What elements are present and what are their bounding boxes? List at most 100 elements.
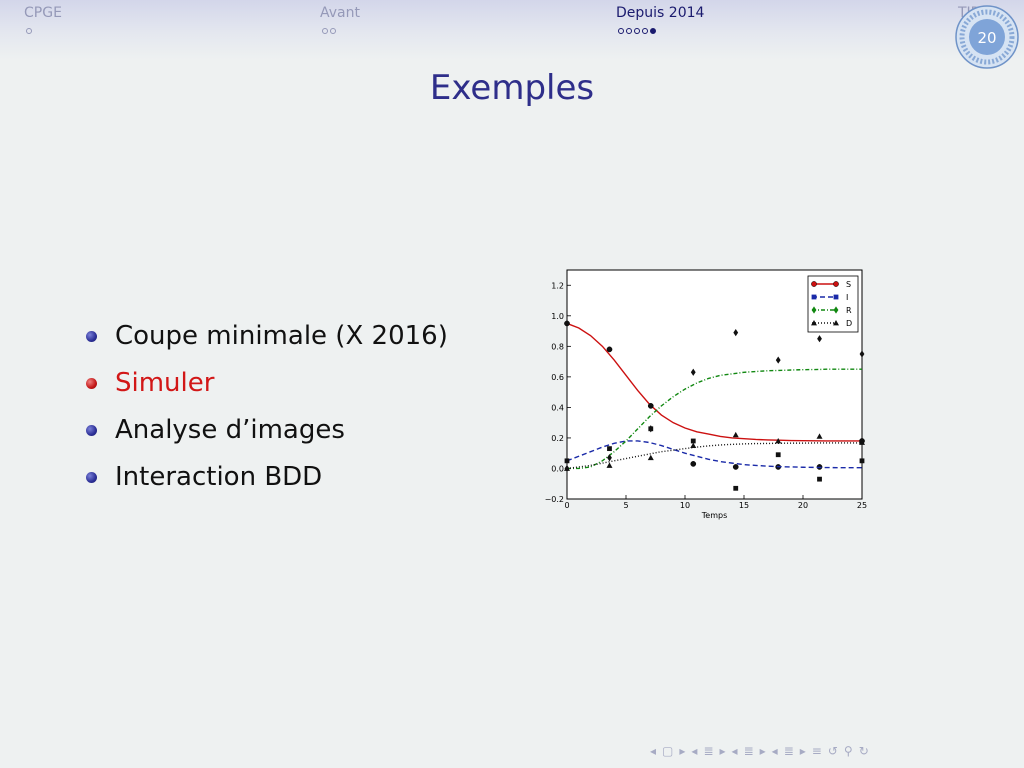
- legend-label-S: S: [846, 280, 851, 289]
- data-point-I: [733, 485, 739, 491]
- data-point-I: [690, 438, 696, 444]
- data-point-R: [775, 356, 781, 364]
- bullet-ball-icon: [86, 331, 97, 342]
- frame-dot[interactable]: [626, 28, 632, 34]
- data-point-D: [690, 442, 697, 448]
- frame-icon[interactable]: ▢: [662, 744, 674, 758]
- data-point-D: [732, 431, 739, 438]
- legend-marker-I: [833, 294, 839, 300]
- frame-dot[interactable]: [618, 28, 624, 34]
- nav-left-icon[interactable]: ◂: [691, 744, 698, 758]
- align-icon[interactable]: ≡: [811, 744, 822, 758]
- section-dots-depuis-2014: [618, 28, 656, 34]
- data-point-D: [859, 439, 865, 445]
- x-tick-label: 20: [798, 501, 808, 510]
- legend-marker-I: [811, 294, 817, 300]
- data-point-D: [564, 465, 570, 471]
- section-label: Avant: [320, 5, 360, 21]
- bullet-text: Analyse d’images: [115, 415, 345, 445]
- bullet-text: Simuler: [115, 368, 215, 398]
- data-point-I: [817, 476, 822, 482]
- section-label: CPGE: [24, 5, 62, 21]
- bullet-text: Interaction BDD: [115, 462, 323, 492]
- y-tick-label: 1.0: [551, 312, 564, 321]
- nav-left-icon[interactable]: ◂: [771, 744, 778, 758]
- legend-marker-D: [833, 320, 839, 326]
- header-navigation-bar: CPGE Avant Depuis 2014 TIP: [0, 0, 1024, 60]
- frame-dot[interactable]: [642, 28, 648, 34]
- search-back-icon[interactable]: ↺: [827, 744, 838, 758]
- y-tick-label: −0.2: [545, 495, 564, 504]
- section-dots-cpge: [26, 28, 32, 34]
- section-link-avant[interactable]: Avant: [320, 5, 360, 21]
- data-point-I: [564, 458, 570, 464]
- data-point-S: [647, 403, 654, 409]
- y-tick-label: 0.0: [551, 464, 564, 473]
- y-tick-label: 0.6: [551, 373, 564, 382]
- bullet-item-highlighted: Simuler: [84, 363, 448, 410]
- section-icon[interactable]: ≣: [783, 744, 794, 758]
- section-link-cpge[interactable]: CPGE: [24, 5, 62, 21]
- x-tick-label: 10: [680, 501, 690, 510]
- frame-dot[interactable]: [322, 28, 328, 34]
- frame-dot[interactable]: [634, 28, 640, 34]
- data-point-S: [564, 320, 570, 327]
- x-tick-label: 25: [857, 501, 867, 510]
- section-link-depuis-2014[interactable]: Depuis 2014: [616, 5, 704, 21]
- data-point-S: [690, 461, 697, 467]
- data-point-I: [775, 452, 781, 458]
- legend-label-R: R: [846, 306, 852, 315]
- data-point-R: [648, 425, 654, 433]
- bullet-item: Interaction BDD: [84, 457, 448, 504]
- legend-marker-S: [833, 281, 839, 287]
- legend-marker-D: [811, 320, 817, 326]
- zoom-icon[interactable]: ↻: [858, 744, 869, 758]
- beamer-navigation-controls: ◂ ▢ ▸ ◂ ≣ ▸ ◂ ≣ ▸ ◂ ≣ ▸ ≡ ↺ ⚲ ↻: [650, 744, 869, 758]
- bullet-ball-icon: [86, 378, 97, 389]
- bullet-list: Coupe minimale (X 2016) Simuler Analyse …: [84, 316, 448, 504]
- x-tick-label: 0: [564, 501, 569, 510]
- data-point-D: [647, 454, 654, 461]
- frame-dot[interactable]: [650, 28, 656, 34]
- section-label: Depuis 2014: [616, 5, 705, 21]
- institution-seal-logo: 20: [955, 5, 1019, 69]
- data-point-D: [816, 433, 823, 439]
- data-point-D: [606, 462, 613, 468]
- slide-title: Exemples: [429, 68, 595, 108]
- nav-right-icon[interactable]: ▸: [679, 744, 686, 758]
- data-point-I: [859, 458, 865, 464]
- data-point-R: [859, 350, 865, 358]
- bullet-text: Coupe minimale (X 2016): [115, 321, 448, 351]
- frame-dot[interactable]: [26, 28, 32, 34]
- y-tick-label: 0.8: [551, 342, 564, 351]
- nav-right-icon[interactable]: ▸: [759, 744, 766, 758]
- section-icon[interactable]: ≣: [743, 744, 754, 758]
- y-tick-label: 1.2: [551, 281, 564, 290]
- x-tick-label: 5: [623, 501, 628, 510]
- x-axis-label: Temps: [701, 511, 728, 520]
- bullet-ball-icon: [86, 472, 97, 483]
- data-point-I: [607, 446, 612, 452]
- frame-dot[interactable]: [330, 28, 336, 34]
- nav-right-icon[interactable]: ▸: [799, 744, 806, 758]
- legend-marker-S: [811, 281, 817, 287]
- data-point-R: [817, 335, 822, 343]
- data-point-S: [732, 464, 739, 470]
- data-point-D: [775, 437, 782, 444]
- nav-left-icon[interactable]: ◂: [731, 744, 738, 758]
- series-line-S: [566, 322, 862, 442]
- sird-simulation-chart: 0 5 10 15 20 25 −0.2 0.0 0.2 0.4 0.6 0.8 1.0 1.2 Temps…: [545, 269, 867, 520]
- legend-marker-R: [811, 306, 817, 314]
- x-tick-label: 15: [739, 501, 749, 510]
- legend-marker-R: [833, 306, 839, 314]
- nav-left-icon[interactable]: ◂: [650, 744, 657, 758]
- series-line-R: [567, 368, 862, 470]
- search-icon[interactable]: ⚲: [843, 744, 853, 758]
- bullet-ball-icon: [86, 425, 97, 436]
- section-dots-avant: [322, 28, 336, 34]
- subsection-icon[interactable]: ≣: [703, 744, 714, 758]
- data-point-S: [606, 346, 613, 353]
- data-point-R: [607, 454, 612, 462]
- legend-label-I: I: [846, 293, 848, 302]
- nav-right-icon[interactable]: ▸: [719, 744, 726, 758]
